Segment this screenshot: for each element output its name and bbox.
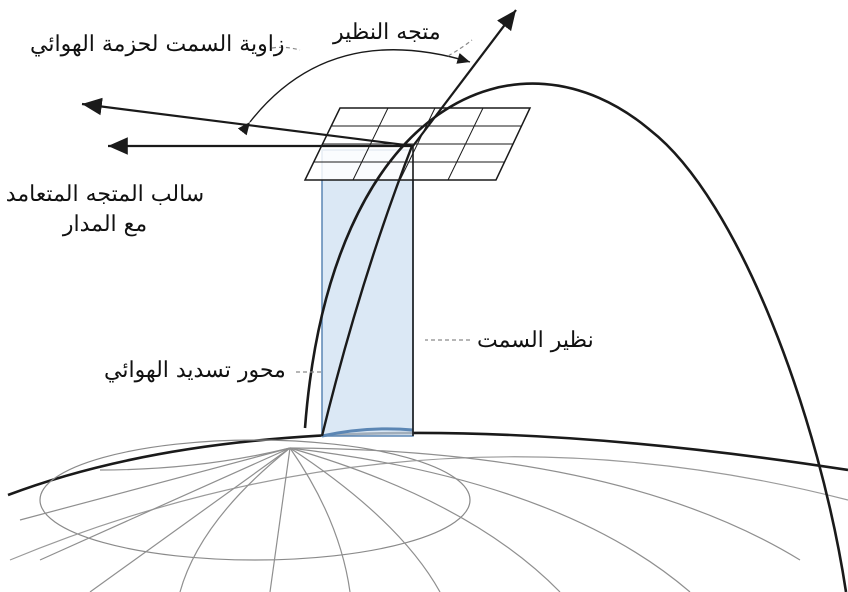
orbit-path <box>303 82 848 592</box>
azimuth-nadir-label: نظير السمت <box>477 328 594 353</box>
azimuth-angle-arc <box>237 49 471 136</box>
latitude-circle <box>39 439 471 561</box>
nadir-footprint-arc <box>321 427 414 438</box>
latitude-circle-outer <box>9 456 848 561</box>
earth-globe <box>7 431 848 592</box>
negative-orbit-normal-label: سالب المتجه المتعامد مع المدار <box>5 182 205 237</box>
meridian-lines <box>19 447 801 592</box>
azimuth-angle-label: زاوية السمت لحزمة الهوائي <box>30 32 285 57</box>
antenna-pointing-axis-line <box>320 145 414 437</box>
satellite-panel <box>303 107 532 181</box>
zenith-vector-label: متجه النظير <box>333 20 441 45</box>
label-leader-lines <box>271 39 473 373</box>
antenna-pointing-axis-label: محور تسديد الهوائي <box>104 358 286 383</box>
